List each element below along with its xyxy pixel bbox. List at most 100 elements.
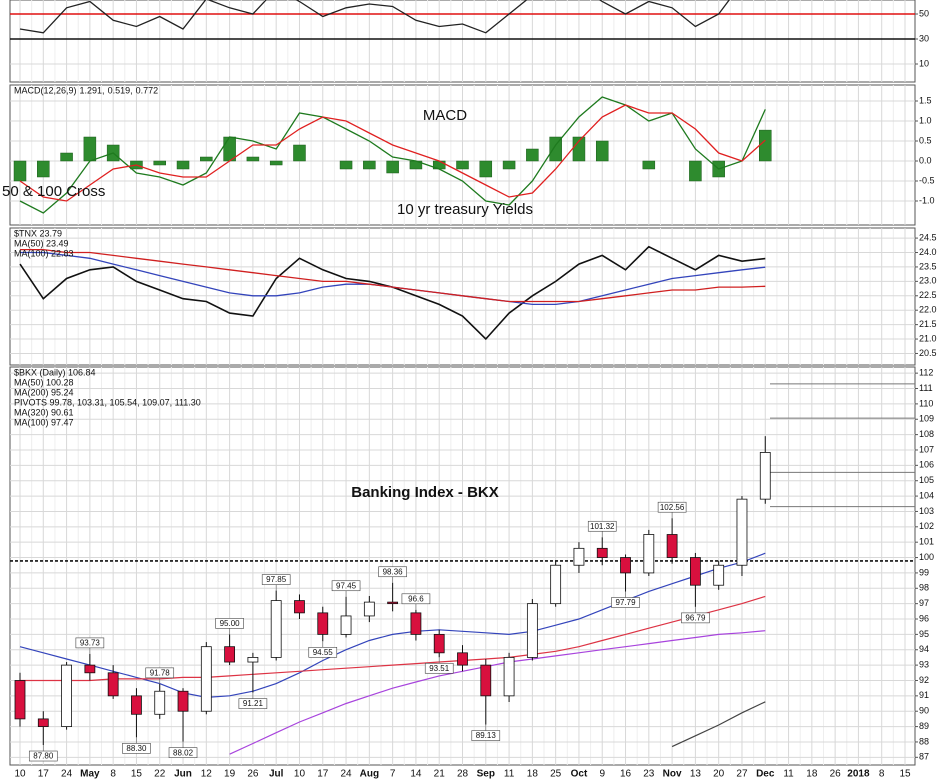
moving-average (20, 595, 766, 682)
annotation: 50 & 100 Cross (2, 183, 105, 200)
histogram-bar (200, 156, 213, 162)
x-tick-label: 10 (294, 769, 306, 780)
y-tick-label: 23.5 (919, 261, 937, 271)
histogram-bar (526, 148, 539, 162)
y-tick-label: 92 (919, 675, 929, 685)
histogram-bar (386, 160, 399, 174)
price-label: 102.56 (660, 503, 685, 512)
plot-area (10, 0, 915, 82)
x-tick-label: 19 (224, 769, 236, 780)
histogram-bar (759, 129, 772, 162)
y-tick-label: 107 (919, 444, 934, 454)
price-label: 91.21 (243, 699, 264, 708)
x-tick-label: 11 (504, 769, 515, 780)
price-label-box (122, 743, 151, 754)
candle-body (480, 664, 492, 697)
price-label-box (308, 646, 338, 658)
price-label: 101.32 (590, 522, 615, 531)
candle-body (224, 646, 236, 663)
legend-entry: MA(50) 23.49 (14, 238, 69, 248)
x-tick-label: 18 (527, 769, 539, 780)
annotation: 10 yr treasury Yields (397, 201, 533, 218)
histogram-bar (595, 140, 609, 162)
legend-entry: MA(100) 97.47 (14, 417, 74, 427)
legend-entry: 1.291, (80, 85, 105, 95)
y-tick-label: 105 (919, 475, 934, 485)
histogram-bar (689, 160, 702, 182)
price-label: 95.00 (220, 619, 241, 628)
price-label: 94.55 (313, 648, 334, 657)
y-tick-label: 96 (919, 613, 929, 623)
price-label-box (424, 662, 454, 674)
legend-entry: MA(100) 22.83 (14, 248, 74, 258)
legend-entry: MA(200) 95.24 (14, 387, 74, 397)
candle-body (247, 657, 259, 663)
y-tick-label: 21.5 (919, 319, 937, 329)
candle-body (713, 564, 725, 586)
price-label-box (145, 667, 175, 679)
x-tick-label: 22 (154, 769, 166, 780)
x-tick-label: 15 (899, 769, 911, 780)
x-tick-label: 26 (247, 769, 259, 780)
price-label-box (657, 501, 687, 513)
price-label-box (471, 730, 501, 741)
candle-body (620, 557, 631, 574)
plot-area (10, 85, 915, 225)
price-label: 96.79 (685, 613, 706, 622)
x-tick-label: 17 (317, 769, 329, 780)
y-tick-label: 99 (919, 567, 929, 577)
plot-area: 93.73 87.80 91.78 88.30 95.00 88.02 91.21 97.85… (10, 367, 915, 765)
y-tick-label: 109 (919, 414, 934, 424)
y-tick-label: 112 (919, 368, 933, 378)
price-label-box (238, 698, 268, 709)
legend-entry: $BKX (Daily) 106.84 (14, 367, 96, 377)
candle-body (363, 601, 375, 617)
y-tick-label: 89 (919, 721, 929, 731)
histogram-bar (502, 160, 516, 170)
x-tick-label: 13 (690, 769, 702, 780)
x-tick-label: Dec (756, 769, 775, 780)
candle-body (689, 557, 701, 586)
y-tick-label: 97 (919, 598, 929, 608)
x-tick-label: 21 (434, 769, 446, 780)
price-label: 88.30 (126, 744, 147, 753)
y-tick-label: 106 (919, 460, 934, 470)
x-tick-label: 23 (643, 769, 655, 780)
candle-body (666, 534, 678, 558)
y-tick-label: 94 (919, 644, 929, 654)
candle-body (84, 664, 96, 674)
price-label: 93.51 (429, 664, 450, 673)
y-tick-label: 1.0 (919, 115, 932, 125)
candle-body (387, 601, 399, 605)
candle-body (317, 612, 329, 635)
moving-average (229, 630, 766, 755)
histogram-bar (363, 160, 376, 170)
price-label-box (681, 612, 710, 624)
y-tick-label: 98 (919, 583, 929, 593)
histogram-bar (549, 136, 562, 162)
plot-area (10, 228, 915, 365)
chart-title: Banking Index - BKX (351, 484, 499, 501)
y-tick-label: 30 (919, 33, 929, 43)
candle-body (759, 452, 771, 500)
histogram-bar (642, 160, 656, 170)
y-tick-label: 24.5 (919, 232, 937, 242)
y-tick-label: 50 (919, 8, 929, 18)
candle-body (177, 690, 189, 712)
y-tick-label: 24.0 (919, 247, 937, 257)
price-label: 91.78 (150, 668, 171, 677)
candle-body (14, 680, 26, 720)
price-label: 89.13 (476, 731, 497, 740)
moving-average (671, 701, 766, 748)
x-tick-label: 8 (110, 769, 116, 780)
x-tick-label: 7 (390, 769, 396, 780)
x-tick-label: 26 (830, 769, 842, 780)
price-label-box (331, 580, 361, 592)
candle-body (503, 657, 515, 697)
price-label: 88.02 (173, 748, 194, 757)
x-tick-label: 16 (620, 769, 632, 780)
x-tick-label: 20 (713, 769, 725, 780)
price-label-box (75, 637, 105, 649)
y-tick-label: 103 (919, 506, 934, 516)
